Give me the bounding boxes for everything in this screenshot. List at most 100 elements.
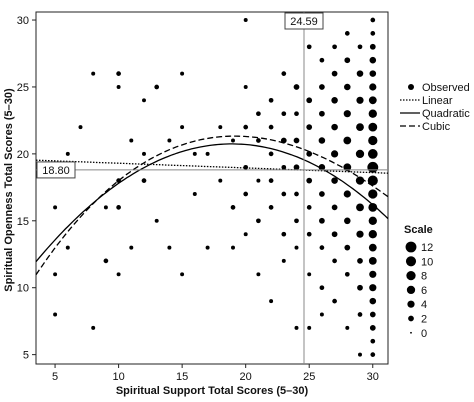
data-point (355, 176, 365, 185)
data-point (294, 325, 299, 330)
data-point (306, 205, 312, 210)
scale-label: 0 (421, 328, 427, 340)
data-point (368, 135, 378, 146)
data-point (281, 164, 287, 170)
data-point (319, 217, 325, 224)
data-point (268, 178, 274, 183)
data-point (231, 138, 235, 143)
data-point (230, 205, 236, 210)
data-point (293, 137, 300, 144)
data-point (116, 272, 121, 277)
data-point (369, 270, 377, 278)
data-point (65, 151, 70, 156)
data-point (306, 177, 313, 184)
data-point (357, 284, 363, 291)
data-point (65, 245, 70, 250)
data-point (306, 97, 313, 104)
data-point (358, 352, 362, 357)
data-point (256, 218, 261, 224)
data-point (331, 204, 338, 211)
data-point (367, 175, 378, 186)
data-point (116, 85, 121, 89)
data-point (306, 231, 312, 237)
legend-label-quadratic: Quadratic (422, 108, 470, 120)
data-point (205, 245, 210, 250)
data-point (369, 43, 376, 50)
data-point (281, 231, 287, 237)
data-point (369, 284, 377, 292)
x-tick-label: 25 (303, 371, 315, 383)
data-point (368, 243, 377, 252)
data-point (268, 97, 274, 103)
data-point (91, 71, 96, 76)
data-point (180, 71, 185, 76)
data-point (269, 299, 274, 304)
data-point (243, 232, 248, 237)
data-point (344, 244, 351, 251)
y-tick-label: 30 (17, 15, 29, 27)
data-point (167, 138, 172, 143)
data-point (294, 245, 299, 250)
data-point (306, 151, 313, 157)
data-point (357, 258, 363, 264)
data-point (370, 352, 376, 357)
data-point (91, 325, 96, 330)
data-point (344, 83, 351, 91)
data-point (180, 272, 185, 277)
fit-curve-quadratic (35, 143, 389, 263)
x-tick-label: 20 (240, 371, 252, 383)
data-point (369, 70, 377, 77)
data-point (332, 44, 337, 50)
data-point (331, 150, 339, 158)
data-point (319, 312, 324, 317)
data-point (142, 151, 146, 156)
data-point (369, 83, 377, 91)
data-point (332, 298, 337, 304)
data-point (256, 272, 261, 277)
data-point (319, 285, 325, 291)
scale-marker (405, 256, 417, 267)
data-point (268, 124, 274, 130)
data-point (307, 325, 312, 330)
scale-label: 8 (421, 271, 427, 283)
data-point (293, 84, 300, 90)
data-point (243, 18, 248, 22)
data-point (368, 257, 377, 265)
x-tick-label: 10 (112, 371, 124, 383)
data-point (231, 245, 235, 250)
data-point (369, 297, 377, 305)
data-point (368, 189, 378, 199)
data-point (205, 151, 210, 156)
axis-ticks: 5 10 15 20 25 30 5 10 15 20 25 30 (17, 15, 379, 383)
data-point (103, 258, 109, 264)
scale-label: 10 (421, 256, 433, 268)
data-point (344, 271, 350, 277)
data-point (331, 70, 338, 77)
data-point (243, 191, 249, 197)
fit-curve-linear (35, 159, 389, 174)
reference-lines: 24.59 18.80 (36, 12, 388, 364)
data-point (369, 56, 377, 64)
data-point (256, 178, 261, 183)
data-point (281, 71, 287, 76)
data-point (293, 164, 300, 171)
data-point (343, 190, 351, 198)
data-point (318, 137, 326, 144)
data-point (368, 230, 377, 239)
scale-marker (406, 270, 416, 281)
data-point (268, 151, 274, 157)
data-point (306, 44, 312, 50)
data-point (307, 272, 312, 277)
data-point (370, 17, 376, 23)
y-axis-title: Spiritual Openness Total Scores (5–30) (3, 88, 15, 292)
data-point (319, 110, 325, 117)
data-point (103, 205, 108, 210)
data-point (370, 338, 376, 344)
data-point (281, 191, 287, 197)
scale-marker (406, 285, 416, 295)
scale-title: Scale (404, 224, 433, 236)
data-point (331, 97, 338, 104)
data-point (256, 138, 261, 143)
data-point (281, 258, 286, 263)
scale-label: 2 (421, 314, 427, 326)
